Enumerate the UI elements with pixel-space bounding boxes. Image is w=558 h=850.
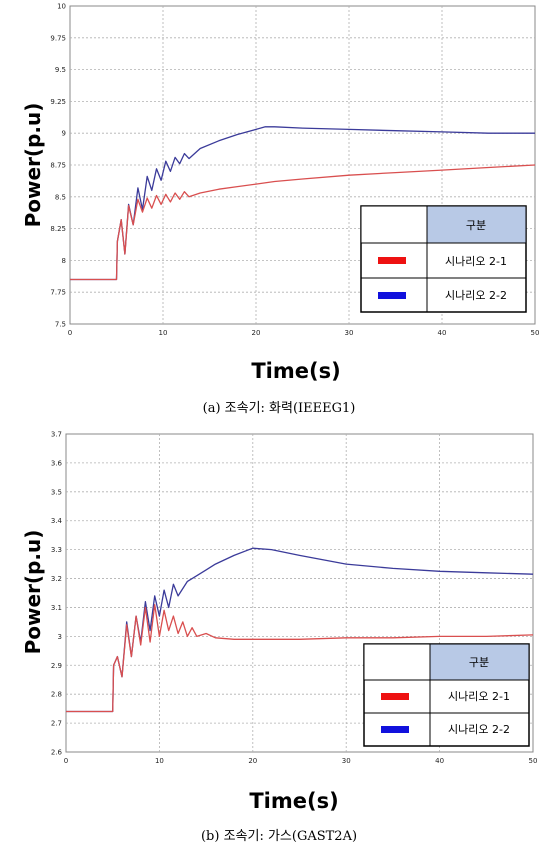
chart-b-x-tick-labels: 0 10 20 30 40 50 xyxy=(64,757,538,765)
chart-a-legend-swatch-1 xyxy=(378,257,406,264)
chart-b-y-tick-9: 3.5 xyxy=(51,488,62,496)
chart-a-legend-header-cell xyxy=(360,205,428,244)
chart-b-y-tick-8: 3.4 xyxy=(51,517,63,525)
chart-b-x-tick-5: 50 xyxy=(529,757,538,765)
chart-b-x-tick-1: 10 xyxy=(155,757,164,765)
chart-a-x-axis-label: Time(s) xyxy=(251,359,340,383)
chart-b-y-axis-label: Power(p.u) xyxy=(21,530,45,655)
chart-a-y-tick-10: 10 xyxy=(57,3,66,11)
chart-b: 0 10 20 30 40 50 2.6 2.7 2.8 2.9 3 3.1 3.2 3.3 3.4 3.5… xyxy=(21,431,537,845)
chart-a-legend-swatch-2 xyxy=(378,292,406,299)
chart-a-y-tick-9: 9.75 xyxy=(50,34,66,42)
chart-a-y-tick-6: 9 xyxy=(62,130,66,138)
chart-b-y-tick-10: 3.6 xyxy=(51,459,63,467)
chart-b-legend-header-fill xyxy=(429,643,530,681)
chart-b-x-tick-3: 30 xyxy=(342,757,351,765)
chart-a-grid xyxy=(70,6,535,324)
chart-a-y-tick-3: 8.25 xyxy=(50,225,66,233)
chart-a-x-tick-4: 40 xyxy=(438,329,447,337)
chart-a-x-tick-labels: 0 10 20 30 40 50 xyxy=(68,329,540,337)
chart-b-series-group xyxy=(66,547,534,713)
chart-b-x-tick-4: 40 xyxy=(435,757,444,765)
chart-a-x-tick-1: 10 xyxy=(159,329,168,337)
chart-a-y-tick-8: 9.5 xyxy=(55,66,66,74)
chart-b-legend-entry-2: 시나리오 2-2 xyxy=(448,723,510,736)
chart-b-legend-swatch-2 xyxy=(381,726,409,733)
chart-a-caption: (a) 조속기: 화력(IEEEG1) xyxy=(203,401,356,416)
chart-a-series-2-line xyxy=(70,126,535,281)
chart-b-y-tick-11: 3.7 xyxy=(51,431,62,439)
chart-a-y-tick-labels: 7.5 7.75 8 8.25 8.5 8.75 9 9.25 9.5 9.75 10 xyxy=(50,3,66,329)
chart-b-y-tick-7: 3.3 xyxy=(51,546,62,554)
chart-a-legend-entry-1: 시나리오 2-1 xyxy=(445,255,507,268)
chart-a: 0 10 20 30 40 50 7.5 7.75 8 8.25 8.5 8.75 9 9.25 9.5 9… xyxy=(21,3,539,417)
chart-a-legend-header: 구분 xyxy=(466,219,486,232)
chart-b-series-1-line xyxy=(66,603,534,713)
chart-a-legend-header-fill xyxy=(426,205,527,244)
chart-a-y-tick-7: 9.25 xyxy=(50,98,66,106)
chart-a-x-tick-2: 20 xyxy=(252,329,261,337)
chart-a-y-tick-4: 8.5 xyxy=(55,193,66,201)
chart-b-caption: (b) 조속기: 가스(GAST2A) xyxy=(201,829,357,844)
chart-a-legend: 구분 시나리오 2-1 시나리오 2-2 xyxy=(360,205,527,313)
chart-b-legend-swatch-1 xyxy=(381,693,409,700)
chart-a-y-tick-0: 7.5 xyxy=(55,321,66,329)
chart-a-y-tick-2: 8 xyxy=(62,257,66,265)
chart-a-series-1-line xyxy=(70,164,536,281)
chart-a-legend-entry-2: 시나리오 2-2 xyxy=(445,289,507,302)
chart-b-legend: 구분 시나리오 2-1 시나리오 2-2 xyxy=(363,643,530,747)
chart-a-x-tick-5: 50 xyxy=(531,329,540,337)
chart-b-legend-entry-1: 시나리오 2-1 xyxy=(448,690,510,703)
chart-a-x-tick-0: 0 xyxy=(68,329,72,337)
chart-b-y-tick-4: 3 xyxy=(58,633,62,641)
chart-b-x-tick-0: 0 xyxy=(64,757,68,765)
chart-b-y-tick-6: 3.2 xyxy=(51,575,62,583)
chart-a-series-group xyxy=(70,126,536,281)
chart-b-y-tick-0: 2.6 xyxy=(51,749,63,757)
chart-b-y-tick-3: 2.9 xyxy=(51,662,62,670)
chart-a-x-tick-3: 30 xyxy=(345,329,354,337)
chart-a-y-tick-5: 8.75 xyxy=(50,162,66,170)
chart-b-y-tick-1: 2.7 xyxy=(51,720,62,728)
chart-b-y-tick-labels: 2.6 2.7 2.8 2.9 3 3.1 3.2 3.3 3.4 3.5 3.6 3.7 xyxy=(51,431,63,757)
chart-b-legend-header-cell xyxy=(363,643,431,681)
chart-b-x-axis-label: Time(s) xyxy=(249,789,338,813)
chart-b-x-tick-2: 20 xyxy=(248,757,257,765)
chart-b-y-tick-5: 3.1 xyxy=(51,604,62,612)
chart-a-y-tick-1: 7.75 xyxy=(50,289,66,297)
chart-b-y-tick-2: 2.8 xyxy=(51,691,62,699)
chart-b-legend-header: 구분 xyxy=(469,656,489,669)
chart-a-y-axis-label: Power(p.u) xyxy=(21,103,45,228)
chart-b-legend-row2-label-cell xyxy=(429,712,530,747)
chart-a-legend-row2-label-cell xyxy=(426,277,527,313)
